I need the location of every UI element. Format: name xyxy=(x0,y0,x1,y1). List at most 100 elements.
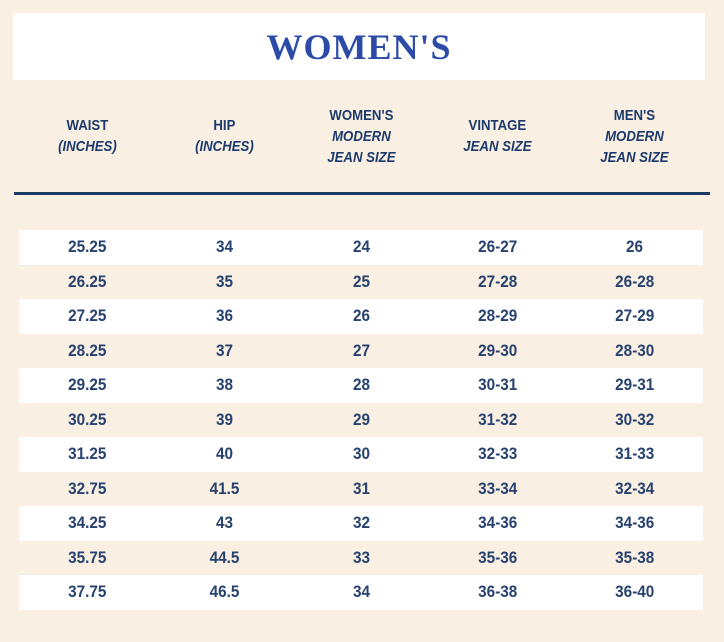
table-cell-value: 27 xyxy=(352,340,370,360)
table-row: 29.25 38 28 30-31 29-31 xyxy=(19,368,703,403)
table-cell: 37.75 xyxy=(19,582,156,602)
table-cell: 43 xyxy=(156,513,293,533)
table-cell: 32-33 xyxy=(429,444,566,464)
table-cell: 41.5 xyxy=(156,479,293,499)
table-cell-value: 30 xyxy=(352,444,370,464)
table-cell-value: 24 xyxy=(352,237,370,257)
table-cell-value: 46.5 xyxy=(209,582,240,602)
table-cell-value: 29-30 xyxy=(478,340,518,360)
table-cell-value: 36-38 xyxy=(478,582,518,602)
column-header-sub-label: MODERN xyxy=(331,127,391,145)
column-header-sub-label: JEAN SIZE xyxy=(600,148,669,166)
table-cell: 30-31 xyxy=(429,375,566,395)
table-cell-value: 28 xyxy=(352,375,370,395)
column-header-sub-label: MODERN xyxy=(605,127,664,145)
column-header-main-label: WOMEN'S xyxy=(328,106,393,124)
column-header-main-label: VINTAGE xyxy=(468,117,527,134)
column-header-main-label: HIP xyxy=(213,117,236,134)
column-header-women-s: WOMEN'S MODERN JEAN SIZE xyxy=(293,105,430,168)
table-cell-value: 28.25 xyxy=(68,340,107,360)
table-cell: 34.25 xyxy=(19,513,156,533)
table-cell-value: 38 xyxy=(215,375,233,395)
table-cell: 28-30 xyxy=(566,341,703,361)
table-cell: 25.25 xyxy=(19,237,156,257)
table-cell: 32 xyxy=(293,513,430,533)
table-cell-value: 30-32 xyxy=(615,409,655,429)
table-cell: 29 xyxy=(293,410,430,430)
table-row: 30.25 39 29 31-32 30-32 xyxy=(19,403,703,438)
table-cell: 34 xyxy=(293,582,430,602)
table-cell-value: 44.5 xyxy=(209,547,240,567)
column-header-men-s: MEN'S MODERN JEAN SIZE xyxy=(566,105,703,168)
table-cell-value: 34-36 xyxy=(615,513,655,533)
table-cell: 35-38 xyxy=(566,548,703,568)
table-cell-value: 26.25 xyxy=(68,271,107,291)
table-cell: 36-38 xyxy=(429,582,566,602)
table-cell-value: 31-32 xyxy=(478,409,518,429)
table-cell: 34-36 xyxy=(429,513,566,533)
table-cell: 34 xyxy=(156,237,293,257)
table-cell: 38 xyxy=(156,375,293,395)
table-cell: 31-33 xyxy=(566,444,703,464)
table-cell-value: 35.75 xyxy=(68,547,107,567)
table-cell: 26.25 xyxy=(19,272,156,292)
table-cell-value: 26 xyxy=(626,237,644,257)
table-cell-value: 27-29 xyxy=(615,306,655,326)
table-cell: 29-31 xyxy=(566,375,703,395)
table-cell: 27-28 xyxy=(429,272,566,292)
column-header-main-label: MEN'S xyxy=(613,106,656,124)
table-cell-value: 27.25 xyxy=(68,306,107,326)
table-cell: 36-40 xyxy=(566,582,703,602)
table-cell-value: 37.75 xyxy=(68,582,107,602)
table-cell: 29.25 xyxy=(19,375,156,395)
table-cell-value: 30.25 xyxy=(68,409,107,429)
table-cell-value: 36-40 xyxy=(615,582,655,602)
table-cell-value: 41.5 xyxy=(209,478,240,498)
table-cell: 34-36 xyxy=(566,513,703,533)
table-cell-value: 28-29 xyxy=(478,306,518,326)
table-cell-value: 35-36 xyxy=(478,547,518,567)
table-cell-value: 31.25 xyxy=(68,444,107,464)
table-cell: 25 xyxy=(293,272,430,292)
table-cell-value: 30-31 xyxy=(478,375,518,395)
table-cell: 31-32 xyxy=(429,410,566,430)
table-cell: 32.75 xyxy=(19,479,156,499)
table-cell-value: 26 xyxy=(352,306,370,326)
table-cell-value: 32-33 xyxy=(478,444,518,464)
table-cell: 37 xyxy=(156,341,293,361)
table-cell: 33 xyxy=(293,548,430,568)
table-cell-value: 34-36 xyxy=(478,513,518,533)
table-cell: 35-36 xyxy=(429,548,566,568)
table-cell: 35.75 xyxy=(19,548,156,568)
table-cell: 30 xyxy=(293,444,430,464)
table-cell: 39 xyxy=(156,410,293,430)
table-row: 31.25 40 30 32-33 31-33 xyxy=(19,437,703,472)
table-cell-value: 26-27 xyxy=(478,237,518,257)
table-cell-value: 34 xyxy=(215,237,233,257)
table-cell: 31 xyxy=(293,479,430,499)
table-cell: 27 xyxy=(293,341,430,361)
table-cell-value: 34 xyxy=(352,582,370,602)
table-cell-value: 31-33 xyxy=(615,444,655,464)
page-title: WOMEN'S xyxy=(266,26,452,67)
column-header-sub-label: JEAN SIZE xyxy=(326,148,396,166)
table-cell-value: 25 xyxy=(352,271,370,291)
table-cell: 27.25 xyxy=(19,306,156,326)
table-cell-value: 29 xyxy=(352,409,370,429)
table-cell: 28.25 xyxy=(19,341,156,361)
column-header-waist: WAIST (INCHES) xyxy=(19,115,156,157)
table-cell-value: 27-28 xyxy=(478,271,518,291)
column-header-sub-label: (INCHES) xyxy=(58,138,117,155)
column-header-hip: HIP (INCHES) xyxy=(156,115,293,157)
table-cell-value: 28-30 xyxy=(615,340,655,360)
table-cell: 28-29 xyxy=(429,306,566,326)
table-cell: 26-27 xyxy=(429,237,566,257)
table-cell-value: 35 xyxy=(215,271,233,291)
table-cell: 26 xyxy=(566,237,703,257)
header-divider xyxy=(14,192,710,195)
table-cell-value: 43 xyxy=(215,513,233,533)
table-cell: 26-28 xyxy=(566,272,703,292)
table-cell: 46.5 xyxy=(156,582,293,602)
table-cell-value: 36 xyxy=(215,306,233,326)
table-cell: 35 xyxy=(156,272,293,292)
